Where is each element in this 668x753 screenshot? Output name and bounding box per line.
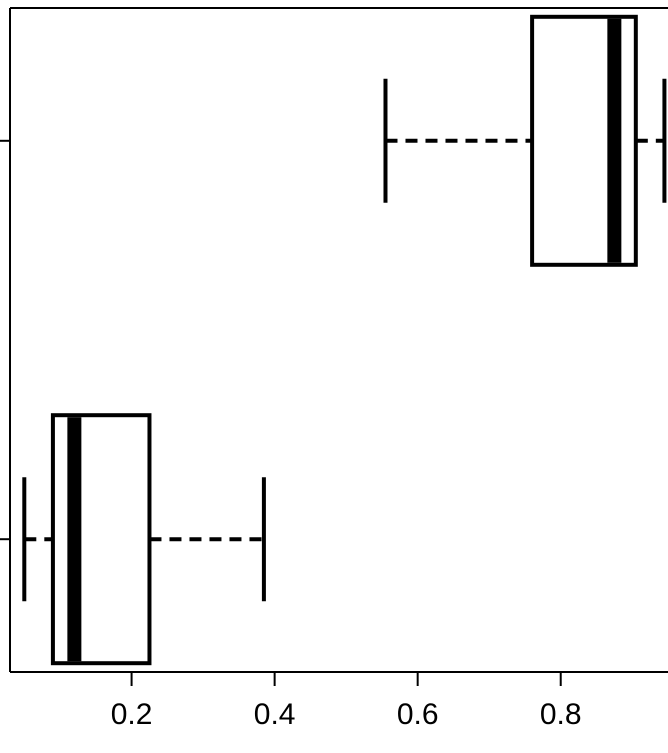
x-tick-label-3: 0.6	[397, 698, 439, 731]
x-tick-label-4: 0.8	[540, 698, 582, 731]
x-tick-label-2: 0.4	[254, 698, 296, 731]
x-tick-label-1: 0.2	[111, 698, 153, 731]
box-group-1	[22, 413, 266, 666]
boxes	[22, 14, 667, 666]
y-axis	[0, 139, 10, 541]
box-group-2	[383, 14, 667, 267]
plot-frame	[9, 7, 668, 673]
x-axis: 0.2 0.4 0.6 0.8	[111, 672, 582, 731]
